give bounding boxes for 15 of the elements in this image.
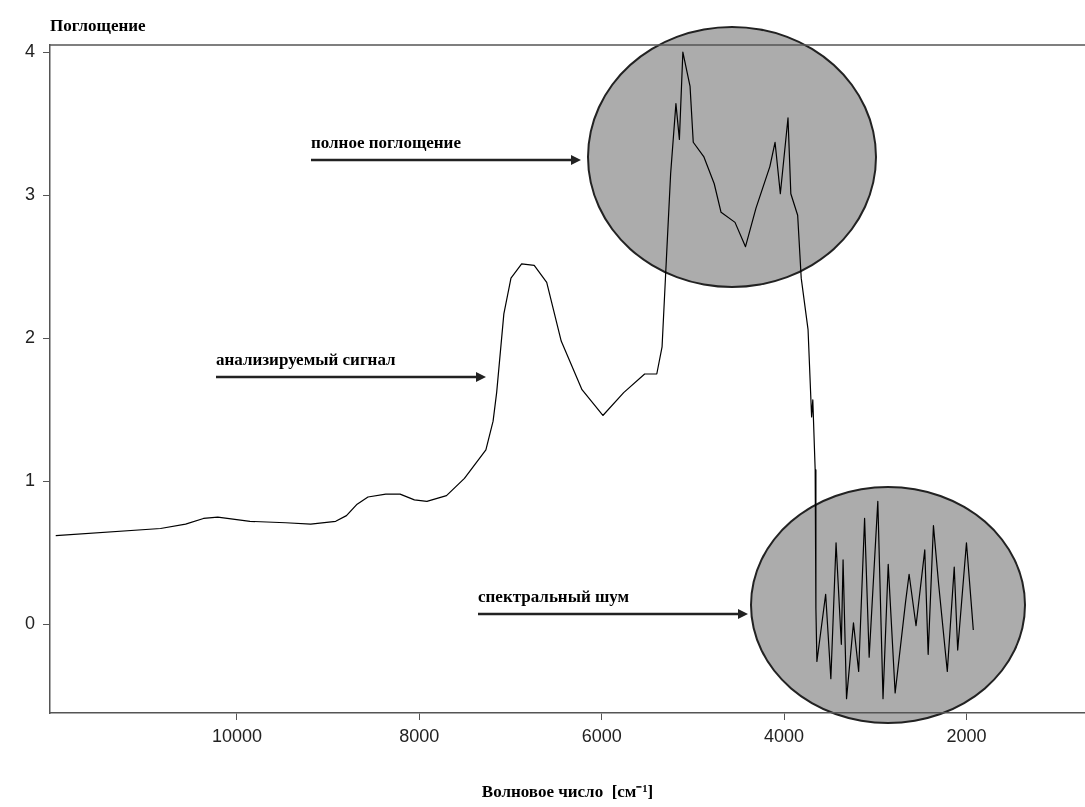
x-axis-title: Волновое число [см⁻¹]	[481, 782, 654, 802]
x-tick-label: 6000	[581, 725, 622, 746]
y-tick-label: 4	[24, 41, 35, 62]
y-axis-title: Поглощение	[50, 15, 147, 35]
y-tick-label: 1	[24, 470, 35, 491]
y-tick-label: 2	[24, 327, 35, 348]
annotation: спектральный шум	[478, 586, 630, 606]
x-tick-label: 8000	[399, 725, 440, 746]
y-tick-label: 3	[24, 184, 35, 205]
x-tick-label: 2000	[946, 725, 987, 746]
annotation: полное поглощение	[311, 132, 462, 152]
x-tick-label: 4000	[764, 725, 805, 746]
annotation: анализируемый сигнал	[216, 349, 397, 369]
y-tick-label: 0	[24, 613, 35, 634]
x-tick-label: 10000	[211, 725, 262, 746]
